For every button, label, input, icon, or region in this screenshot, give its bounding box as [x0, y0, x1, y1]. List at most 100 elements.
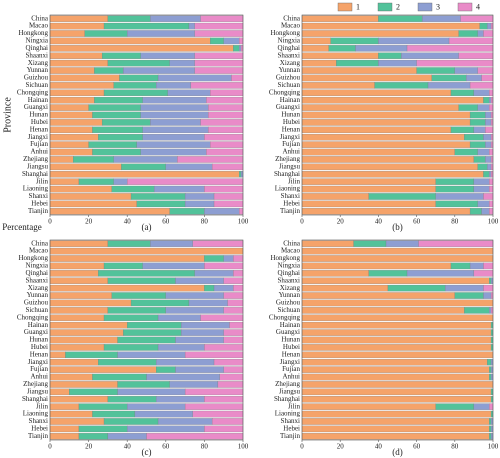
bar-segment	[204, 208, 240, 215]
bar-segment	[181, 321, 230, 329]
y-tick-label: Zhejiang	[23, 380, 48, 388]
bar-segment	[416, 67, 455, 74]
bar-segment	[239, 208, 244, 215]
y-tick-label: Hubei	[31, 118, 48, 126]
bar-segment	[113, 82, 157, 89]
bar-segment	[204, 185, 244, 193]
bar-segment	[134, 410, 193, 418]
legend-label: 3	[436, 2, 440, 11]
bar-segment	[487, 163, 492, 171]
y-tick-label: Hebei	[31, 199, 48, 207]
bar-segment	[92, 111, 141, 119]
bar-segment	[184, 200, 215, 208]
bar-segment	[101, 52, 141, 59]
bar-segment	[301, 163, 478, 171]
bar-segment	[378, 37, 450, 45]
x-tick-label: 20	[337, 218, 345, 226]
y-tick-label: China	[31, 14, 49, 22]
bar-segment	[483, 284, 494, 292]
y-tick-label: Jiangsu	[279, 387, 301, 395]
bar-segment	[223, 255, 234, 262]
y-tick-label: Guizhou	[276, 74, 301, 82]
bar-segment	[489, 171, 492, 178]
x-tick-label: 40	[124, 218, 132, 226]
bar-segment	[154, 185, 205, 193]
bar-segment	[49, 277, 109, 284]
bar-segment	[107, 433, 147, 440]
y-tick-label: Guizhou	[276, 299, 301, 307]
bar-segment	[489, 425, 492, 433]
bar-segment	[117, 381, 170, 388]
bar-segment	[487, 22, 492, 30]
plot-frame	[49, 239, 244, 441]
bar-segment	[223, 329, 244, 336]
y-tick-label: Qinghai	[25, 44, 48, 52]
bar-segment	[301, 262, 452, 270]
y-tick-label: Yunnan	[27, 291, 49, 299]
bar-segment	[485, 111, 492, 119]
bar-segment	[49, 396, 109, 403]
bar-segment	[169, 381, 219, 388]
y-tick-label: Ningxia	[25, 262, 48, 270]
bar-segment	[489, 208, 494, 215]
bar-segment	[107, 240, 151, 247]
bar-segment	[49, 336, 118, 344]
bar-segment	[489, 185, 494, 193]
bar-segment	[435, 178, 475, 185]
y-tick-label: Macao	[29, 247, 49, 255]
bar-segment	[69, 388, 118, 396]
bar-segment	[454, 148, 478, 156]
bar-segment	[49, 358, 99, 366]
bar-segment	[233, 255, 244, 262]
bar-segment	[49, 126, 93, 134]
bar-segment	[301, 45, 329, 52]
y-tick-label: China	[283, 239, 301, 247]
y-tick-label: China	[31, 239, 49, 247]
bar-segment	[223, 37, 240, 45]
x-tick-label: 40	[375, 218, 383, 226]
x-tick-label: 0	[300, 218, 304, 226]
bar-segment	[49, 30, 85, 37]
y-tick-label: Chongqing	[17, 88, 49, 96]
y-tick-label: Qinghai	[277, 269, 300, 277]
y-tick-label: Sichuan	[25, 306, 48, 314]
bar-segment	[123, 329, 182, 336]
bar-segment	[219, 373, 244, 381]
bar-segment	[208, 126, 244, 134]
bar-segment	[239, 37, 244, 45]
bar-segment	[229, 321, 244, 329]
bar-segment	[477, 30, 484, 37]
bar-segment	[477, 163, 488, 171]
y-tick-label: Shanghai	[22, 395, 48, 403]
y-tick-label: Tianjin	[28, 207, 48, 215]
x-tick-label: 80	[201, 443, 209, 451]
bar-segment	[301, 148, 455, 156]
bar-segment	[130, 193, 186, 200]
bar-segment	[49, 133, 99, 141]
bar-segment	[49, 247, 244, 255]
bar-segment	[78, 433, 109, 440]
bar-segment	[119, 74, 159, 82]
bar-segment	[301, 15, 379, 22]
bar-segment	[150, 240, 193, 247]
bar-segment	[301, 96, 484, 104]
bar-segment	[49, 351, 66, 359]
bar-segment	[368, 193, 436, 200]
bar-segment	[477, 104, 490, 111]
y-tick-label: Liaoning	[23, 410, 49, 418]
bar-segment	[194, 22, 244, 30]
bar-segment	[107, 396, 157, 403]
plot-frame	[301, 14, 494, 216]
bar-segment	[188, 299, 228, 307]
bar-segment	[213, 200, 244, 208]
bar-segment	[301, 74, 433, 82]
x-tick-label: 80	[451, 218, 459, 226]
bar-segment	[301, 425, 490, 433]
bar-segment	[49, 403, 80, 410]
bar-segment	[301, 373, 490, 381]
bar-segment	[49, 178, 80, 185]
bar-segment	[210, 89, 244, 97]
x-tick-label: 60	[162, 443, 170, 451]
plot-frame	[49, 14, 244, 216]
bar-segment	[117, 388, 186, 396]
